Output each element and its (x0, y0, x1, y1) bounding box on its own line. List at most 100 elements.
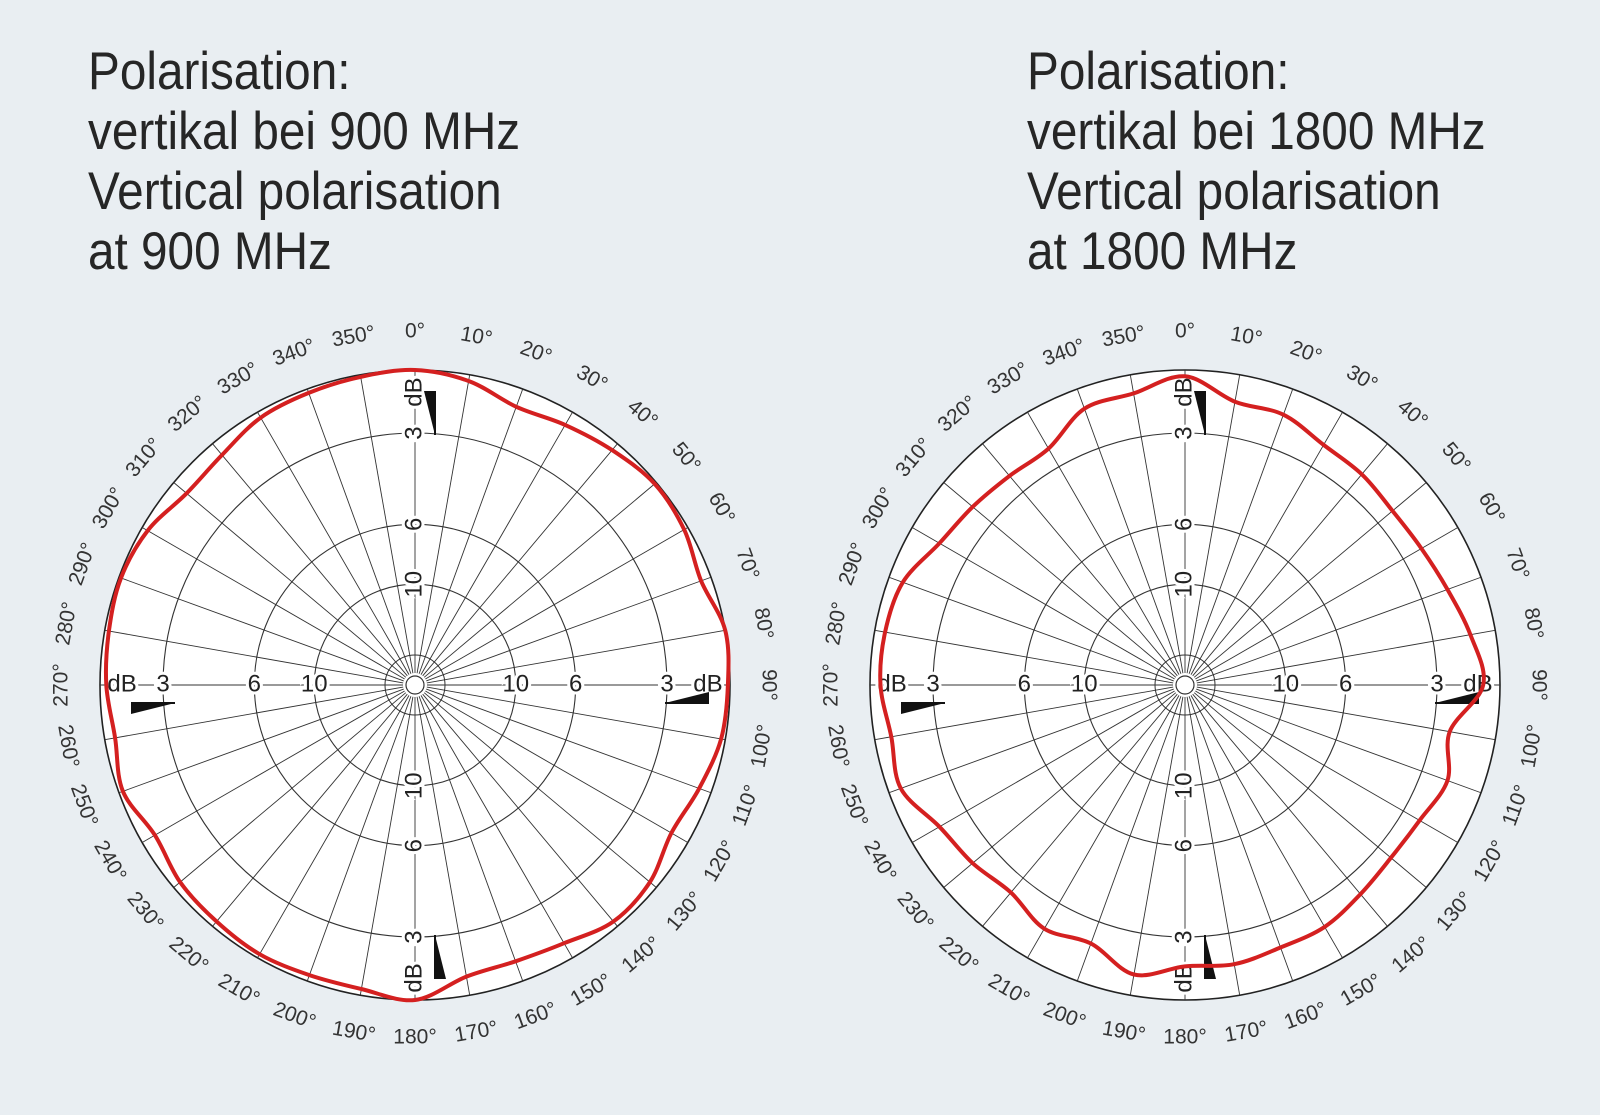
grid-spoke (422, 693, 618, 927)
angle-tick-label: 120° (699, 836, 741, 885)
title-line: vertikal bei 900 MHz (88, 102, 521, 161)
grid-spoke (426, 686, 726, 741)
grid-spoke (141, 690, 405, 843)
grid-spoke (416, 374, 471, 674)
grid-spoke (173, 482, 407, 678)
angle-tick-label: 170° (453, 1017, 500, 1047)
grid-spoke (1195, 690, 1459, 843)
angle-tick-label: 280° (51, 600, 81, 647)
grid-spoke (104, 686, 404, 741)
angle-tick-label: 40° (623, 395, 662, 433)
angle-tick-label: 330° (983, 358, 1032, 400)
db-tick-label: 10 (1272, 670, 1299, 697)
grid-spoke (1193, 482, 1427, 678)
grid-spoke (118, 688, 404, 794)
title-line: Polarisation: (88, 42, 351, 101)
angle-tick-label: 210° (984, 969, 1033, 1011)
db-tick-label: 6 (1018, 670, 1031, 697)
db-arrow (665, 692, 709, 703)
grid-spoke (1193, 692, 1427, 888)
angle-tick-label: 260° (823, 723, 853, 770)
db-tick-label: 10 (1071, 670, 1098, 697)
angle-tick-label: 60° (704, 489, 740, 528)
grid-spoke (1076, 388, 1182, 674)
angle-tick-label: 310° (891, 433, 937, 481)
db-tick-label: 3 (156, 670, 169, 697)
grid-spoke (1188, 696, 1294, 982)
angle-tick-label: 0° (1175, 320, 1195, 343)
angle-tick-label: 170° (1223, 1017, 1270, 1047)
grid-spoke (874, 686, 1174, 741)
angle-tick-label: 50° (667, 438, 705, 477)
angle-tick-label: 150° (1336, 969, 1385, 1011)
angle-tick-label: 150° (566, 969, 615, 1011)
title-line: Vertical polarisation (88, 162, 502, 221)
angle-tick-label: 130° (662, 887, 708, 935)
angle-tick-label: 300° (858, 483, 900, 532)
db-tick-label: 6 (1170, 518, 1197, 531)
db-tick-label: 3 (400, 930, 427, 943)
angle-tick-label: 180° (393, 1026, 436, 1049)
db-arrow (1194, 391, 1205, 435)
db-tick-label: 10 (502, 670, 529, 697)
angle-tick-label: 10° (1229, 322, 1264, 350)
grid-spoke (888, 688, 1174, 794)
angle-tick-label: 100° (747, 723, 777, 770)
grid-spoke (359, 696, 414, 996)
grid-spoke (982, 693, 1178, 927)
angle-tick-label: 70° (731, 545, 763, 583)
grid-spoke (1196, 688, 1482, 794)
angle-tick-label: 300° (88, 483, 130, 532)
db-tick-label: 3 (400, 426, 427, 439)
angle-tick-label: 20° (1287, 336, 1325, 368)
title-line: Vertical polarisation (1027, 162, 1441, 221)
db-tick-label: 6 (1170, 839, 1197, 852)
angle-tick-label: 160° (511, 998, 560, 1034)
angle-tick-label: 80° (749, 606, 777, 641)
db-tick-label: 6 (248, 670, 261, 697)
db-tick-label: dB (1170, 377, 1197, 406)
angle-tick-label: 250° (66, 781, 102, 830)
angle-tick-label: 240° (859, 836, 901, 885)
db-tick-label: 6 (1339, 670, 1352, 697)
db-tick-label: dB (1463, 670, 1492, 697)
grid-spoke (943, 482, 1177, 678)
title-line: vertikal bei 1800 MHz (1027, 102, 1486, 161)
grid-spoke (257, 695, 410, 959)
angle-tick-label: 0° (405, 320, 425, 343)
angle-tick-label: 30° (1342, 361, 1381, 397)
angle-tick-label: 110° (728, 782, 764, 829)
angle-tick-label: 260° (53, 723, 83, 770)
angle-tick-label: 180° (1163, 1026, 1206, 1049)
angle-tick-label: 250° (836, 781, 872, 830)
db-tick-label: 6 (400, 839, 427, 852)
angle-tick-label: 220° (165, 932, 213, 978)
db-tick-label: dB (400, 963, 427, 992)
grid-spoke (1186, 374, 1241, 674)
grid-spoke (1129, 696, 1184, 996)
db-tick-label: 10 (1170, 772, 1197, 799)
grid-spoke (1027, 695, 1180, 959)
angle-tick-label: 60° (1474, 489, 1510, 528)
angle-tick-label: 340° (1040, 334, 1089, 370)
angle-tick-label: 90° (1527, 669, 1550, 701)
grid-spoke (1076, 696, 1182, 982)
angle-tick-label: 350° (1100, 321, 1147, 351)
db-tick-label: 10 (400, 571, 427, 598)
db-arrow (435, 935, 446, 979)
angle-tick-label: 40° (1393, 395, 1432, 433)
angle-tick-label: 200° (270, 998, 319, 1034)
db-tick-label: dB (107, 670, 136, 697)
grid-spoke (1192, 693, 1388, 927)
grid-spoke (911, 690, 1175, 843)
grid-spoke (359, 374, 414, 674)
grid-spoke (1196, 686, 1496, 741)
grid-spoke (420, 695, 573, 959)
grid-spoke (943, 692, 1177, 888)
grid-spoke (874, 629, 1174, 684)
db-arrow (901, 703, 945, 714)
db-tick-label: 6 (569, 670, 582, 697)
grid-spoke (118, 576, 404, 682)
polar-chart-900mhz: 0° 10° 20° 30° 40°50° 60° 70° 80° 90° 100° 110° 120… (50, 320, 781, 1049)
angle-tick-label: 240° (89, 836, 131, 885)
